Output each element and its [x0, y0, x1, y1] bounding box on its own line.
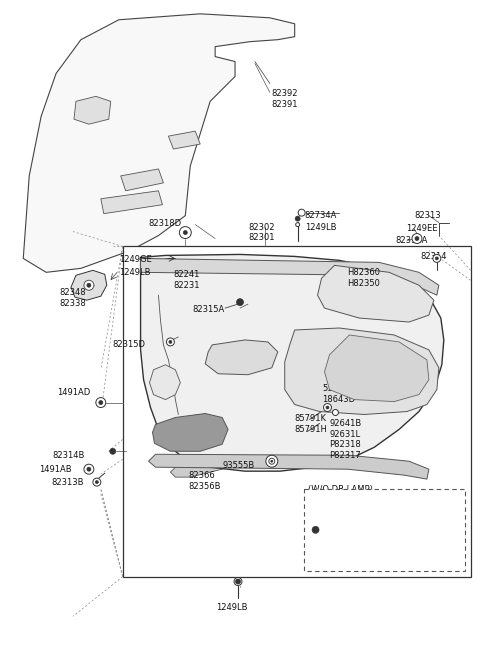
- Text: 92641B
92631L
P82318
P82317: 92641B 92631L P82318 P82317: [329, 419, 362, 460]
- Text: 82366
82356B: 82366 82356B: [188, 471, 221, 491]
- Circle shape: [110, 448, 116, 454]
- Polygon shape: [23, 14, 295, 272]
- Circle shape: [326, 406, 329, 409]
- Circle shape: [96, 481, 98, 483]
- Text: 82315A: 82315A: [192, 305, 225, 314]
- Circle shape: [234, 577, 242, 586]
- Text: 82314: 82314: [420, 253, 446, 262]
- Circle shape: [271, 461, 273, 462]
- Polygon shape: [170, 461, 230, 477]
- Bar: [320, 393, 327, 399]
- Polygon shape: [168, 131, 200, 149]
- Circle shape: [169, 340, 172, 343]
- Text: (W/O DR LAMP): (W/O DR LAMP): [308, 485, 372, 494]
- Polygon shape: [205, 340, 278, 375]
- Circle shape: [96, 398, 106, 407]
- Circle shape: [435, 257, 438, 260]
- Circle shape: [236, 579, 240, 584]
- Circle shape: [183, 230, 187, 235]
- Polygon shape: [285, 328, 439, 415]
- Polygon shape: [153, 413, 228, 451]
- Text: 82302
82301: 82302 82301: [248, 222, 275, 242]
- Text: 51586: 51586: [323, 384, 349, 393]
- Text: 93555B: 93555B: [223, 461, 255, 470]
- Polygon shape: [74, 96, 111, 124]
- Text: 82314B: 82314B: [52, 451, 84, 461]
- Text: 82323C
82313C: 82323C 82313C: [343, 511, 376, 530]
- Text: 1249EE: 1249EE: [406, 224, 438, 233]
- Circle shape: [167, 338, 174, 346]
- Polygon shape: [120, 169, 164, 191]
- Circle shape: [333, 409, 338, 415]
- Polygon shape: [324, 335, 429, 401]
- Text: 1249LB: 1249LB: [216, 604, 248, 613]
- Circle shape: [87, 283, 91, 287]
- Text: 82313: 82313: [414, 211, 441, 220]
- Text: 1249LB: 1249LB: [305, 222, 336, 232]
- Text: H82360
H82350: H82360 H82350: [348, 268, 380, 288]
- Bar: [335, 417, 344, 424]
- Polygon shape: [318, 266, 434, 322]
- Circle shape: [415, 237, 419, 241]
- Polygon shape: [141, 255, 444, 471]
- Polygon shape: [148, 454, 429, 479]
- Circle shape: [84, 280, 94, 290]
- Circle shape: [93, 478, 101, 486]
- Circle shape: [296, 222, 300, 226]
- Polygon shape: [71, 270, 107, 300]
- Text: 1249GE: 1249GE: [119, 255, 152, 264]
- Circle shape: [99, 401, 103, 405]
- Circle shape: [312, 526, 319, 533]
- Text: 82315D: 82315D: [113, 340, 146, 349]
- Text: 1491AD: 1491AD: [57, 388, 90, 397]
- Circle shape: [433, 255, 441, 262]
- Circle shape: [237, 298, 243, 306]
- FancyBboxPatch shape: [304, 489, 465, 571]
- Text: 1249LB: 1249LB: [119, 268, 150, 277]
- Text: 1491AB: 1491AB: [39, 465, 72, 474]
- Polygon shape: [150, 365, 180, 400]
- Text: 82318D: 82318D: [148, 218, 181, 228]
- Text: 18643D: 18643D: [323, 395, 356, 403]
- Circle shape: [295, 216, 300, 221]
- Circle shape: [412, 234, 422, 243]
- Polygon shape: [141, 258, 439, 295]
- Text: 82348
82338: 82348 82338: [59, 288, 86, 308]
- Circle shape: [269, 459, 275, 464]
- Bar: [123, 247, 471, 577]
- Polygon shape: [101, 191, 162, 214]
- Text: 85791K
85791H: 85791K 85791H: [295, 415, 327, 434]
- Circle shape: [298, 209, 305, 216]
- Circle shape: [324, 403, 332, 411]
- Bar: [337, 426, 346, 432]
- Text: 82313A: 82313A: [395, 236, 428, 245]
- Circle shape: [180, 226, 192, 239]
- Text: 82392
82391: 82392 82391: [272, 89, 298, 109]
- Text: 82734A: 82734A: [305, 211, 337, 220]
- Text: 82313B: 82313B: [51, 478, 84, 487]
- Text: 82241
82231: 82241 82231: [173, 270, 200, 290]
- Circle shape: [87, 467, 91, 471]
- Circle shape: [266, 455, 278, 467]
- Circle shape: [84, 464, 94, 474]
